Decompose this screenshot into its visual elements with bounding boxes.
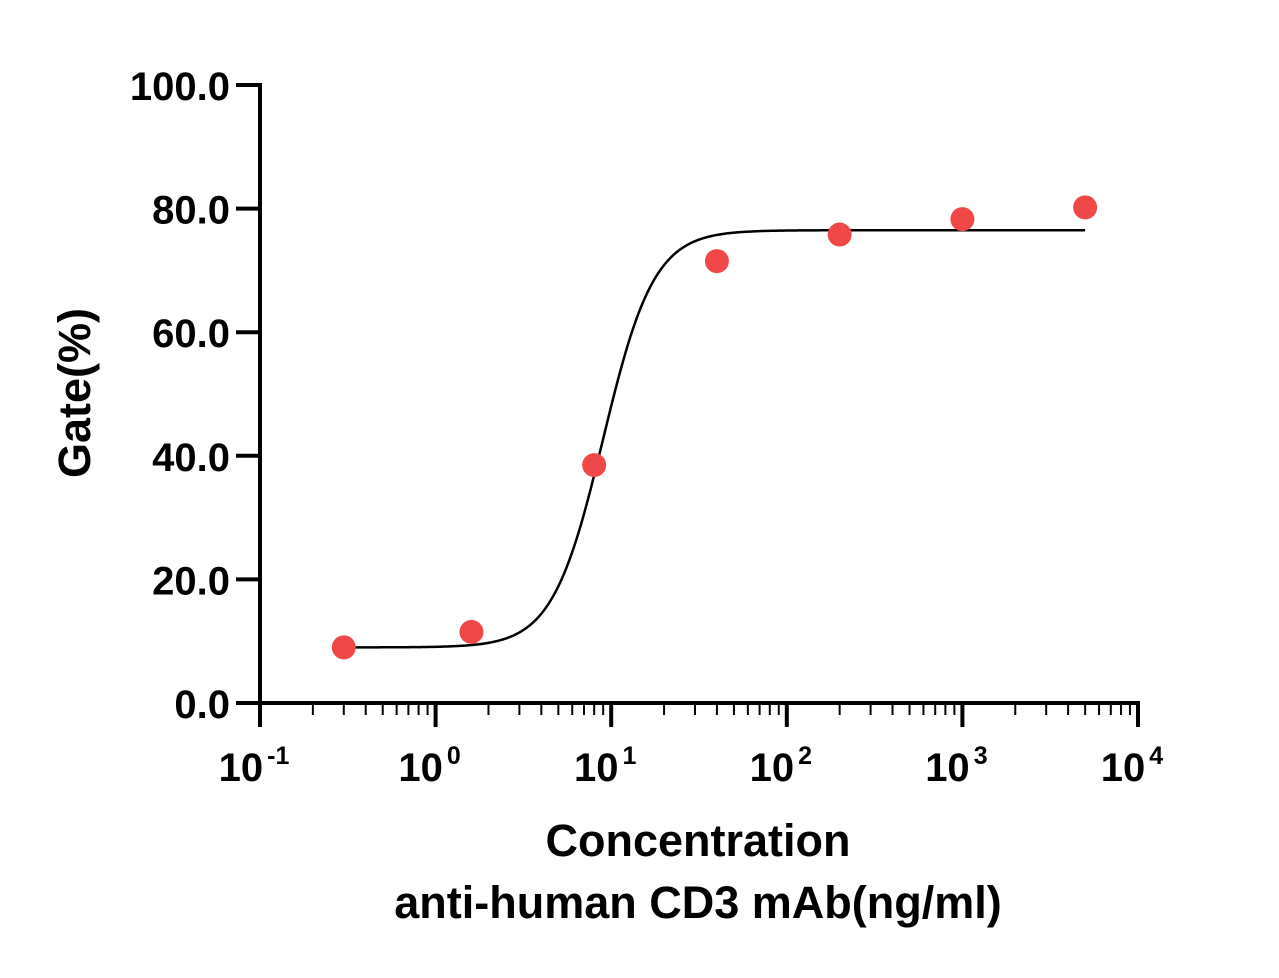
y-tick-label: 100.0 (130, 65, 230, 109)
x-tick-label: 10 -1 (219, 742, 290, 790)
data-point (582, 453, 607, 478)
y-tick-label: 80.0 (152, 189, 230, 233)
data-point (704, 249, 729, 274)
x-axis-subtitle: anti-human CD3 mAb(ng/ml) (394, 877, 1001, 928)
x-tick-label: 10 2 (750, 742, 812, 790)
data-point (331, 635, 356, 660)
y-axis-title: Gate(%) (49, 308, 100, 478)
x-axis-ticks: 10 -1 10 0 10 1 10 2 10 3 10 4 (219, 703, 1164, 790)
data-point (1073, 195, 1098, 220)
y-tick-label: 40.0 (152, 436, 230, 480)
y-tick-label: 20.0 (152, 559, 230, 603)
y-tick-label: 60.0 (152, 312, 230, 356)
data-point (459, 619, 484, 644)
data-point (827, 222, 852, 247)
fit-curve (343, 228, 1086, 649)
y-axis-ticks: 0.0 20.0 40.0 60.0 80.0 100.0 (130, 65, 260, 727)
x-tick-label: 10 0 (398, 742, 460, 790)
x-axis-title: Concentration (545, 815, 850, 866)
x-tick-label: 10 4 (1101, 742, 1164, 790)
data-points (331, 195, 1098, 660)
x-tick-label: 10 3 (925, 742, 987, 790)
x-tick-label: 10 1 (574, 742, 637, 790)
axes (258, 83, 1140, 705)
data-point (950, 207, 975, 232)
y-tick-label: 0.0 (174, 683, 230, 727)
